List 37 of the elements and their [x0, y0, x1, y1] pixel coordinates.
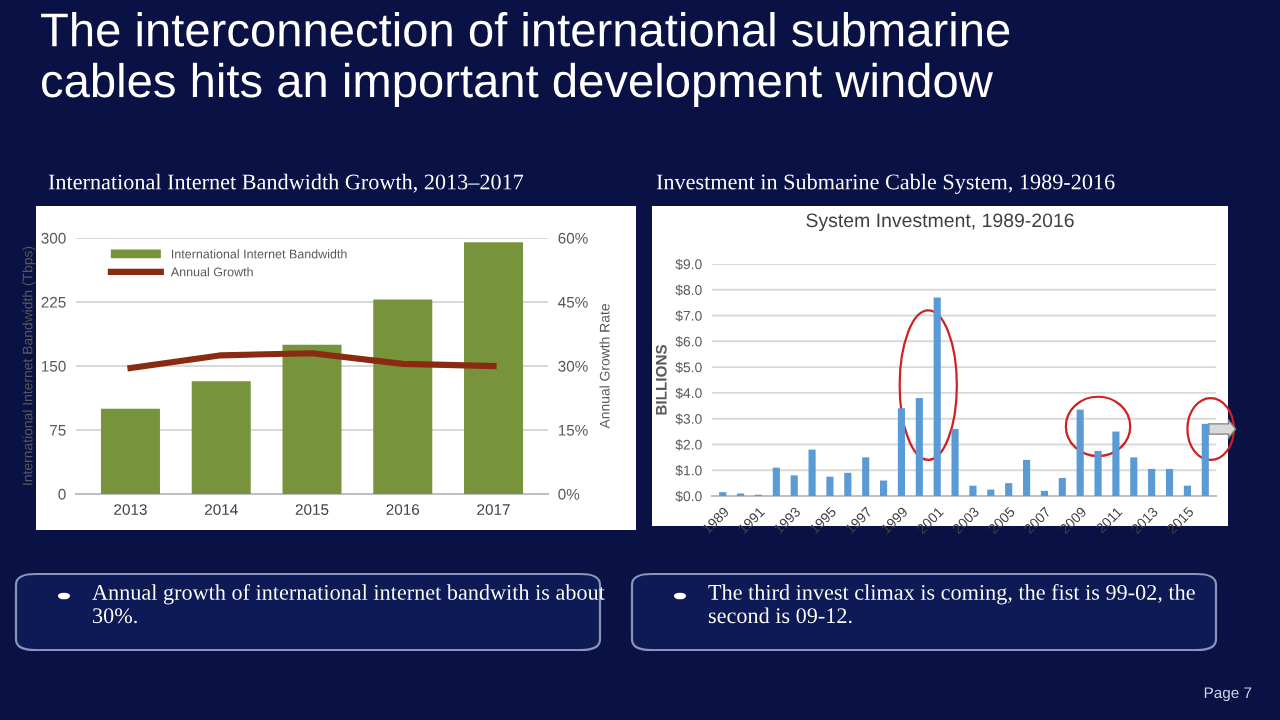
- bar: [951, 428, 959, 496]
- chart-subtitle: System Investment, 1989-2016: [806, 213, 1074, 232]
- bar: [915, 398, 923, 496]
- bar: [1058, 477, 1066, 496]
- text: The third invest climax is coming, the fist is 99-02, the second is 09-12.: [708, 584, 1195, 624]
- bar: [790, 475, 798, 496]
- bar: [1130, 457, 1138, 496]
- bar: [826, 476, 834, 496]
- bar: [1022, 459, 1031, 496]
- bar: [1076, 409, 1084, 496]
- bar: [808, 449, 816, 496]
- bar: [987, 489, 995, 496]
- text: Annual growth of international internet bandwith is about 30%.: [92, 584, 605, 624]
- bar: [844, 472, 852, 496]
- bar: [897, 408, 906, 496]
- bar: [373, 299, 433, 494]
- bar: [1201, 423, 1209, 496]
- bar: [1112, 431, 1120, 496]
- bar: [862, 457, 870, 496]
- bar: [1183, 485, 1191, 496]
- bar: [1165, 468, 1174, 496]
- bar: [1094, 450, 1102, 496]
- bar: [1005, 483, 1013, 496]
- bar: [1148, 468, 1156, 496]
- line-series: [127, 350, 497, 372]
- bar: [100, 408, 160, 494]
- bar: [282, 344, 342, 494]
- chart-title: International Internet Bandwidth Growth, 2013–2017: [48, 173, 524, 193]
- bar: [1040, 490, 1048, 496]
- bar: [880, 480, 888, 496]
- text: The interconnection of international submarine cables hits an important development window: [41, 12, 1010, 107]
- bar: [969, 485, 977, 496]
- bar: [464, 242, 524, 494]
- bar: [191, 381, 251, 494]
- bar: [772, 467, 780, 496]
- bar: [933, 297, 941, 496]
- chart-title: Investment in Submarine Cable System, 1989-2016: [656, 173, 1115, 194]
